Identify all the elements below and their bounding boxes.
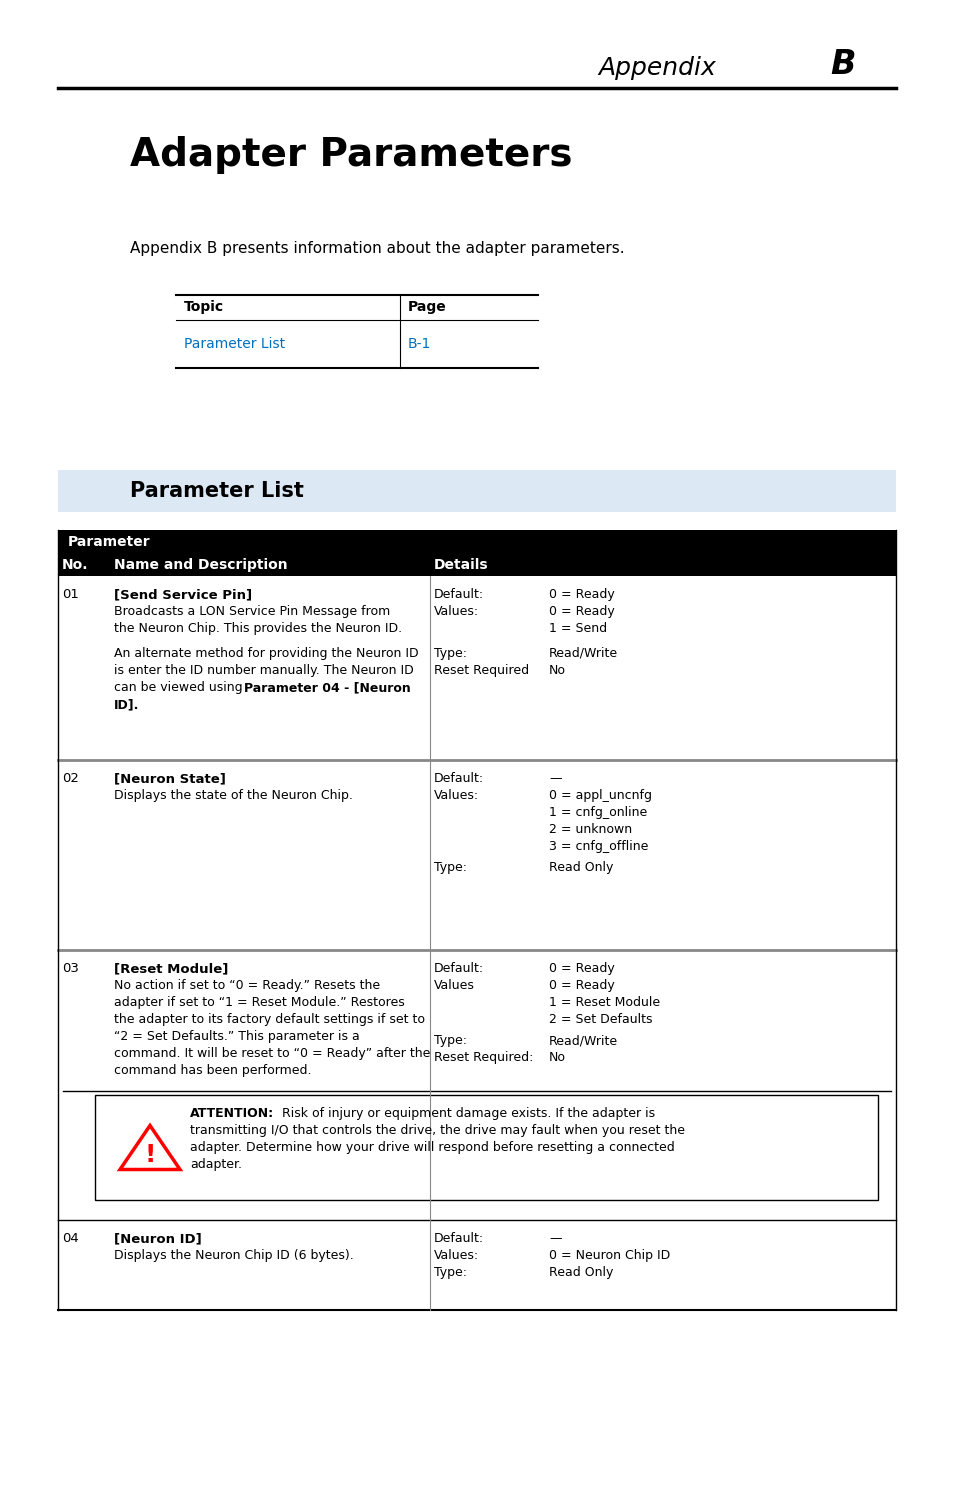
Text: 02: 02 bbox=[62, 772, 79, 785]
Text: No: No bbox=[548, 1051, 565, 1065]
Bar bbox=[95, 1094, 877, 1200]
Text: Values:: Values: bbox=[434, 1249, 478, 1262]
Text: Type:: Type: bbox=[434, 861, 467, 874]
Text: [Neuron ID]: [Neuron ID] bbox=[113, 1233, 201, 1245]
Text: No.: No. bbox=[62, 558, 89, 572]
Text: is enter the ID number manually. The Neuron ID: is enter the ID number manually. The Neu… bbox=[113, 665, 414, 677]
Text: An alternate method for providing the Neuron ID: An alternate method for providing the Ne… bbox=[113, 647, 418, 660]
Text: adapter if set to “1 = Reset Module.” Restores: adapter if set to “1 = Reset Module.” Re… bbox=[113, 996, 404, 1010]
Text: 0 = Neuron Chip ID: 0 = Neuron Chip ID bbox=[548, 1249, 670, 1262]
Polygon shape bbox=[120, 1126, 180, 1169]
Text: Appendix B presents information about the adapter parameters.: Appendix B presents information about th… bbox=[130, 241, 624, 256]
Text: Risk of injury or equipment damage exists. If the adapter is: Risk of injury or equipment damage exist… bbox=[277, 1106, 655, 1120]
Text: Type:: Type: bbox=[434, 647, 467, 660]
Text: Values: Values bbox=[434, 978, 475, 992]
Text: No: No bbox=[548, 665, 565, 677]
Text: [Neuron State]: [Neuron State] bbox=[113, 772, 226, 785]
Text: —: — bbox=[548, 1233, 561, 1245]
Text: !: ! bbox=[144, 1144, 155, 1167]
Text: “2 = Set Defaults.” This parameter is a: “2 = Set Defaults.” This parameter is a bbox=[113, 1030, 359, 1042]
Text: Default:: Default: bbox=[434, 587, 483, 601]
Text: Reset Required: Reset Required bbox=[434, 665, 529, 677]
Text: Displays the state of the Neuron Chip.: Displays the state of the Neuron Chip. bbox=[113, 790, 353, 801]
Text: 2 = unknown: 2 = unknown bbox=[548, 822, 632, 836]
Text: Default:: Default: bbox=[434, 962, 483, 975]
Text: ATTENTION:: ATTENTION: bbox=[190, 1106, 274, 1120]
Text: Type:: Type: bbox=[434, 1265, 467, 1279]
Text: Page: Page bbox=[408, 300, 446, 314]
Text: 1 = Reset Module: 1 = Reset Module bbox=[548, 996, 659, 1010]
Text: 0 = Ready: 0 = Ready bbox=[548, 605, 614, 619]
Text: 2 = Set Defaults: 2 = Set Defaults bbox=[548, 1013, 652, 1026]
Text: transmitting I/O that controls the drive, the drive may fault when you reset the: transmitting I/O that controls the drive… bbox=[190, 1124, 684, 1138]
Text: Parameter List: Parameter List bbox=[184, 338, 285, 351]
Text: 03: 03 bbox=[62, 962, 79, 975]
Bar bbox=[58, 555, 895, 575]
Text: command has been performed.: command has been performed. bbox=[113, 1065, 312, 1077]
Text: Adapter Parameters: Adapter Parameters bbox=[130, 135, 572, 174]
Text: 01: 01 bbox=[62, 587, 79, 601]
Bar bbox=[58, 470, 895, 512]
Text: Type:: Type: bbox=[434, 1033, 467, 1047]
Text: Values:: Values: bbox=[434, 790, 478, 801]
Text: Parameter List: Parameter List bbox=[130, 480, 304, 501]
Text: Broadcasts a LON Service Pin Message from: Broadcasts a LON Service Pin Message fro… bbox=[113, 605, 390, 619]
Text: Parameter 04 - [Neuron: Parameter 04 - [Neuron bbox=[244, 681, 411, 694]
Text: Default:: Default: bbox=[434, 1233, 483, 1245]
Text: Topic: Topic bbox=[184, 300, 224, 314]
Text: Values:: Values: bbox=[434, 605, 478, 619]
Text: B: B bbox=[829, 49, 855, 82]
Text: Details: Details bbox=[434, 558, 488, 572]
Text: Read/Write: Read/Write bbox=[548, 1033, 618, 1047]
Text: Default:: Default: bbox=[434, 772, 483, 785]
Text: [Send Service Pin]: [Send Service Pin] bbox=[113, 587, 252, 601]
Text: 0 = Ready: 0 = Ready bbox=[548, 962, 614, 975]
Text: 04: 04 bbox=[62, 1233, 79, 1245]
Text: 3 = cnfg_offline: 3 = cnfg_offline bbox=[548, 840, 648, 854]
Text: Read Only: Read Only bbox=[548, 861, 613, 874]
Text: command. It will be reset to “0 = Ready” after the: command. It will be reset to “0 = Ready”… bbox=[113, 1047, 430, 1060]
Text: 1 = Send: 1 = Send bbox=[548, 622, 606, 635]
Bar bbox=[58, 529, 895, 555]
Text: Name and Description: Name and Description bbox=[113, 558, 287, 572]
Text: 0 = appl_uncnfg: 0 = appl_uncnfg bbox=[548, 790, 651, 801]
Text: the Neuron Chip. This provides the Neuron ID.: the Neuron Chip. This provides the Neuro… bbox=[113, 622, 402, 635]
Text: Reset Required:: Reset Required: bbox=[434, 1051, 533, 1065]
Text: 0 = Ready: 0 = Ready bbox=[548, 587, 614, 601]
Text: adapter.: adapter. bbox=[190, 1158, 242, 1170]
Text: Read/Write: Read/Write bbox=[548, 647, 618, 660]
Text: [Reset Module]: [Reset Module] bbox=[113, 962, 228, 975]
Text: Appendix: Appendix bbox=[598, 57, 723, 80]
Text: —: — bbox=[548, 772, 561, 785]
Text: 1 = cnfg_online: 1 = cnfg_online bbox=[548, 806, 646, 819]
Text: 0 = Ready: 0 = Ready bbox=[548, 978, 614, 992]
Text: adapter. Determine how your drive will respond before resetting a connected: adapter. Determine how your drive will r… bbox=[190, 1141, 674, 1154]
Text: can be viewed using: can be viewed using bbox=[113, 681, 247, 694]
Text: ID].: ID]. bbox=[113, 697, 139, 711]
Text: Parameter: Parameter bbox=[68, 535, 151, 549]
Text: Displays the Neuron Chip ID (6 bytes).: Displays the Neuron Chip ID (6 bytes). bbox=[113, 1249, 354, 1262]
Text: the adapter to its factory default settings if set to: the adapter to its factory default setti… bbox=[113, 1013, 424, 1026]
Text: Read Only: Read Only bbox=[548, 1265, 613, 1279]
Text: No action if set to “0 = Ready.” Resets the: No action if set to “0 = Ready.” Resets … bbox=[113, 978, 379, 992]
Text: B-1: B-1 bbox=[408, 338, 431, 351]
